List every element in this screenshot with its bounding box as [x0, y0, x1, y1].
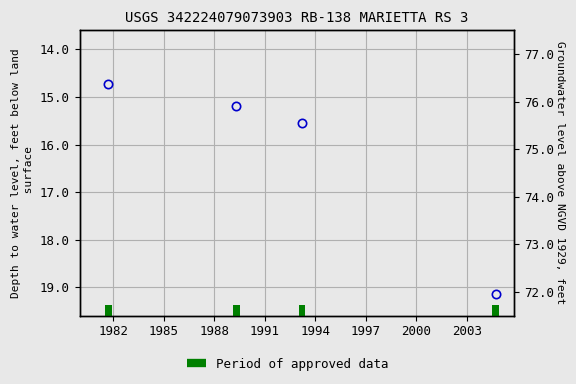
Y-axis label: Groundwater level above NGVD 1929, feet: Groundwater level above NGVD 1929, feet	[555, 41, 565, 305]
Bar	[105, 305, 112, 316]
Legend: Period of approved data: Period of approved data	[183, 353, 393, 376]
Bar	[298, 305, 305, 316]
Bar	[492, 305, 499, 316]
Title: USGS 342224079073903 RB-138 MARIETTA RS 3: USGS 342224079073903 RB-138 MARIETTA RS …	[125, 11, 468, 25]
Y-axis label: Depth to water level, feet below land
 surface: Depth to water level, feet below land su…	[11, 48, 35, 298]
Bar	[233, 305, 240, 316]
